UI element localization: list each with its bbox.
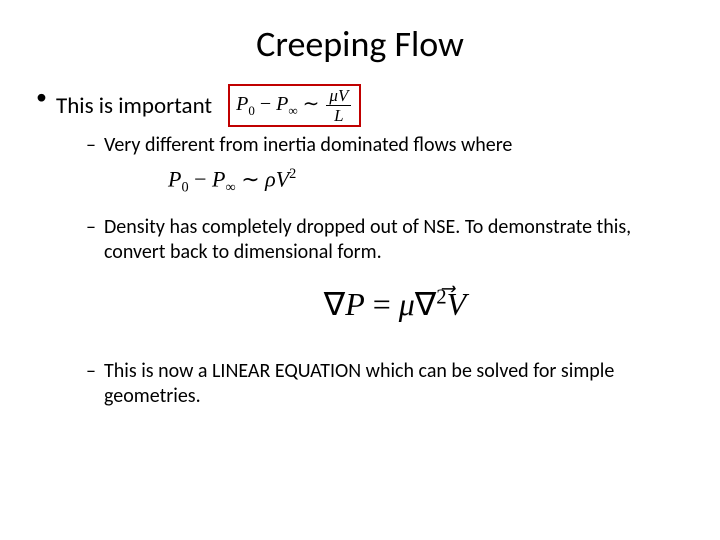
equation-nse: ∇P = μ∇2V [104,284,686,325]
eq3-nabla1: ∇ [324,286,345,322]
bullet-lvl1-item: This is important P0 − P∞ ∼ μVL Very dif… [34,84,686,410]
equation-inertia: P0 − P∞ ∼ ρV2 [168,165,686,197]
bullet-lvl2-item-2: Density has completely dropped out of NS… [86,215,686,325]
eq3-exp: 2 [436,285,446,308]
bullet-lvl1-row: This is important P0 − P∞ ∼ μVL [56,84,686,127]
eq3-P: P [345,286,365,322]
eq2-V: V [276,166,289,191]
eq2-rho: ρ [265,166,276,191]
bullet-list-lvl2: Very different from inertia dominated fl… [56,133,686,410]
eq-Pinf-sub: ∞ [288,103,297,118]
eq2-P0: P [168,166,181,191]
eq2-rel: ∼ [236,166,265,191]
eq-minus: − [255,93,276,115]
equation-boxed: P0 − P∞ ∼ μVL [228,84,361,127]
bullet-lvl2-text-2: Density has completely dropped out of NS… [104,215,631,265]
bullet-lvl2-text-3: This is now a LINEAR EQUATION which can … [104,359,614,409]
eq-frac-den: L [326,106,351,124]
eq2-P0-sub: 0 [181,179,188,195]
eq-Pinf-var: P [276,93,288,115]
eq3-eq: = [365,286,399,322]
eq3-nabla2: ∇ [415,286,436,322]
bullet-list-lvl1: This is important P0 − P∞ ∼ μVL Very dif… [34,84,686,410]
eq-rel: ∼ [298,93,325,115]
eq-P0-var: P [236,93,248,115]
eq-frac-num: μV [326,87,351,106]
bullet-lvl2-item-3: This is now a LINEAR EQUATION which can … [86,359,686,410]
eq-frac: μVL [326,87,351,124]
slide: Creeping Flow This is important P0 − P∞ … [0,0,720,540]
eq2-exp: 2 [289,166,296,182]
bullet-lvl1-text: This is important [56,92,212,120]
slide-title: Creeping Flow [34,22,686,66]
eq3-mu: μ [399,286,415,322]
eq3-V: V [447,284,467,325]
bullet-lvl2-text-1: Very different from inertia dominated fl… [104,133,512,157]
eq2-minus: − [189,166,212,191]
eq2-Pinf: P [212,166,225,191]
bullet-lvl2-item-1: Very different from inertia dominated fl… [86,133,686,209]
eq2-Pinf-sub: ∞ [225,179,235,195]
